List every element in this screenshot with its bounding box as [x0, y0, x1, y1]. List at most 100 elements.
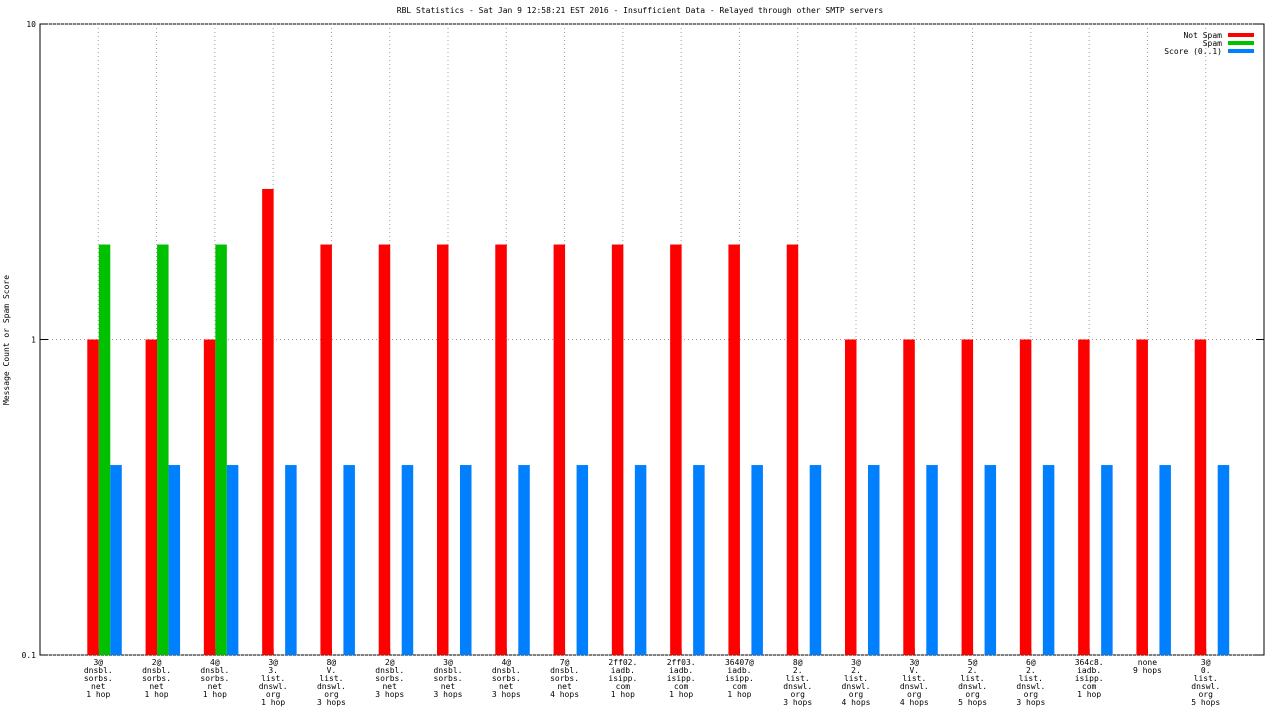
x-tick-label: list.: [844, 674, 868, 683]
bar: [87, 339, 99, 655]
x-tick-label: 1 hop: [1077, 690, 1101, 699]
bar: [378, 244, 391, 656]
bar: [226, 465, 239, 655]
y-tick-label: 1: [31, 336, 36, 345]
x-tick-label: 5 hops: [1191, 698, 1220, 707]
x-tick-label: 3 hops: [783, 698, 812, 707]
x-tick-label: 9 hops: [1133, 666, 1162, 675]
x-tick-label: 4 hops: [900, 698, 929, 707]
x-tick-label: dnsbl.: [142, 666, 171, 675]
x-tick-label: 4@: [501, 658, 511, 667]
bar: [343, 465, 355, 655]
x-tick-label: 2.: [793, 666, 803, 675]
bar: [518, 465, 530, 655]
x-tick-label: 2.: [851, 666, 861, 675]
x-tick-label: org: [1024, 690, 1039, 699]
x-tick-label: com: [674, 682, 689, 691]
bar: [168, 465, 181, 655]
x-tick-label: iadb.: [611, 666, 635, 675]
y-tick-label: 0.1: [22, 651, 37, 660]
x-tick-label: 3 hops: [375, 690, 404, 699]
bar: [961, 339, 974, 655]
bar: [1217, 465, 1230, 655]
bar: [285, 465, 297, 655]
bar: [320, 244, 332, 656]
x-tick-label: 4@: [210, 658, 220, 667]
x-tick-label: com: [1082, 682, 1097, 691]
x-tick-label: V.: [909, 666, 919, 675]
x-tick-label: 4 hops: [842, 698, 871, 707]
legend-label: Score (0..1): [1164, 47, 1222, 56]
x-tick-label: 3@: [268, 658, 278, 667]
legend-swatch: [1228, 41, 1254, 45]
x-tick-label: 3@: [1201, 658, 1211, 667]
x-tick-label: 3 hops: [317, 698, 346, 707]
x-tick-label: isipp.: [725, 674, 754, 683]
bar: [553, 244, 566, 656]
bar: [728, 244, 740, 656]
x-tick-label: 0.: [1201, 666, 1211, 675]
y-tick-label: 10: [26, 20, 36, 29]
x-tick-label: 7@: [560, 658, 570, 667]
x-tick-label: 6@: [1026, 658, 1036, 667]
x-tick-label: 2.: [968, 666, 978, 675]
x-tick-label: list.: [261, 674, 285, 683]
x-tick-label: dnsbl.: [550, 666, 579, 675]
x-tick-label: 1 hop: [86, 690, 110, 699]
bar: [786, 244, 799, 656]
x-tick-label: dnsbl.: [84, 666, 113, 675]
x-tick-label: net: [149, 682, 164, 691]
x-tick-label: 3 hops: [492, 690, 521, 699]
x-tick-label: dnswl.: [783, 682, 812, 691]
x-tick-label: 4 hops: [550, 690, 579, 699]
bar: [98, 244, 111, 656]
x-tick-label: 36407@: [725, 658, 754, 667]
x-tick-label: 1 hop: [611, 690, 635, 699]
bar: [1194, 339, 1207, 655]
bar: [110, 465, 122, 655]
x-tick-label: 8@: [327, 658, 337, 667]
x-tick-label: 2@: [385, 658, 395, 667]
x-tick-label: 2@: [152, 658, 162, 667]
bar: [145, 339, 158, 655]
x-tick-label: list.: [319, 674, 343, 683]
bar: [634, 465, 647, 655]
x-tick-label: org: [790, 690, 805, 699]
x-tick-label: 2ff03.: [667, 658, 696, 667]
x-tick-label: com: [616, 682, 631, 691]
x-tick-label: dnsbl.: [375, 666, 404, 675]
x-tick-label: org: [907, 690, 922, 699]
bar: [693, 465, 705, 655]
x-tick-label: dnsbl.: [200, 666, 229, 675]
x-tick-label: 5@: [968, 658, 978, 667]
x-tick-label: net: [91, 682, 106, 691]
legend-label: Not Spam: [1183, 31, 1222, 40]
x-tick-label: 3 hops: [434, 690, 463, 699]
x-tick-label: sorbs.: [375, 674, 404, 683]
bar: [1136, 339, 1148, 655]
bar: [670, 244, 682, 656]
x-tick-label: org: [849, 690, 864, 699]
bar: [845, 339, 857, 655]
x-tick-label: isipp.: [1075, 674, 1104, 683]
x-tick-label: 1 hop: [145, 690, 169, 699]
x-tick-label: list.: [961, 674, 985, 683]
legend-label: Spam: [1203, 39, 1222, 48]
x-tick-label: 3@: [443, 658, 453, 667]
x-tick-label: iadb.: [1077, 666, 1101, 675]
x-tick-label: 5 hops: [958, 698, 987, 707]
bar: [1159, 465, 1171, 655]
x-tick-label: list.: [786, 674, 810, 683]
x-tick-label: 3 hops: [1016, 698, 1045, 707]
x-tick-label: isipp.: [608, 674, 637, 683]
x-tick-label: 2.: [1026, 666, 1036, 675]
legend-swatch: [1228, 33, 1254, 37]
x-tick-label: dnswl.: [317, 682, 346, 691]
x-tick-label: sorbs.: [550, 674, 579, 683]
x-tick-label: dnsbl.: [492, 666, 521, 675]
x-tick-label: sorbs.: [200, 674, 229, 683]
x-tick-label: sorbs.: [84, 674, 113, 683]
bar: [495, 244, 507, 656]
x-tick-label: 3.: [268, 666, 278, 675]
x-tick-label: 1 hop: [669, 690, 693, 699]
